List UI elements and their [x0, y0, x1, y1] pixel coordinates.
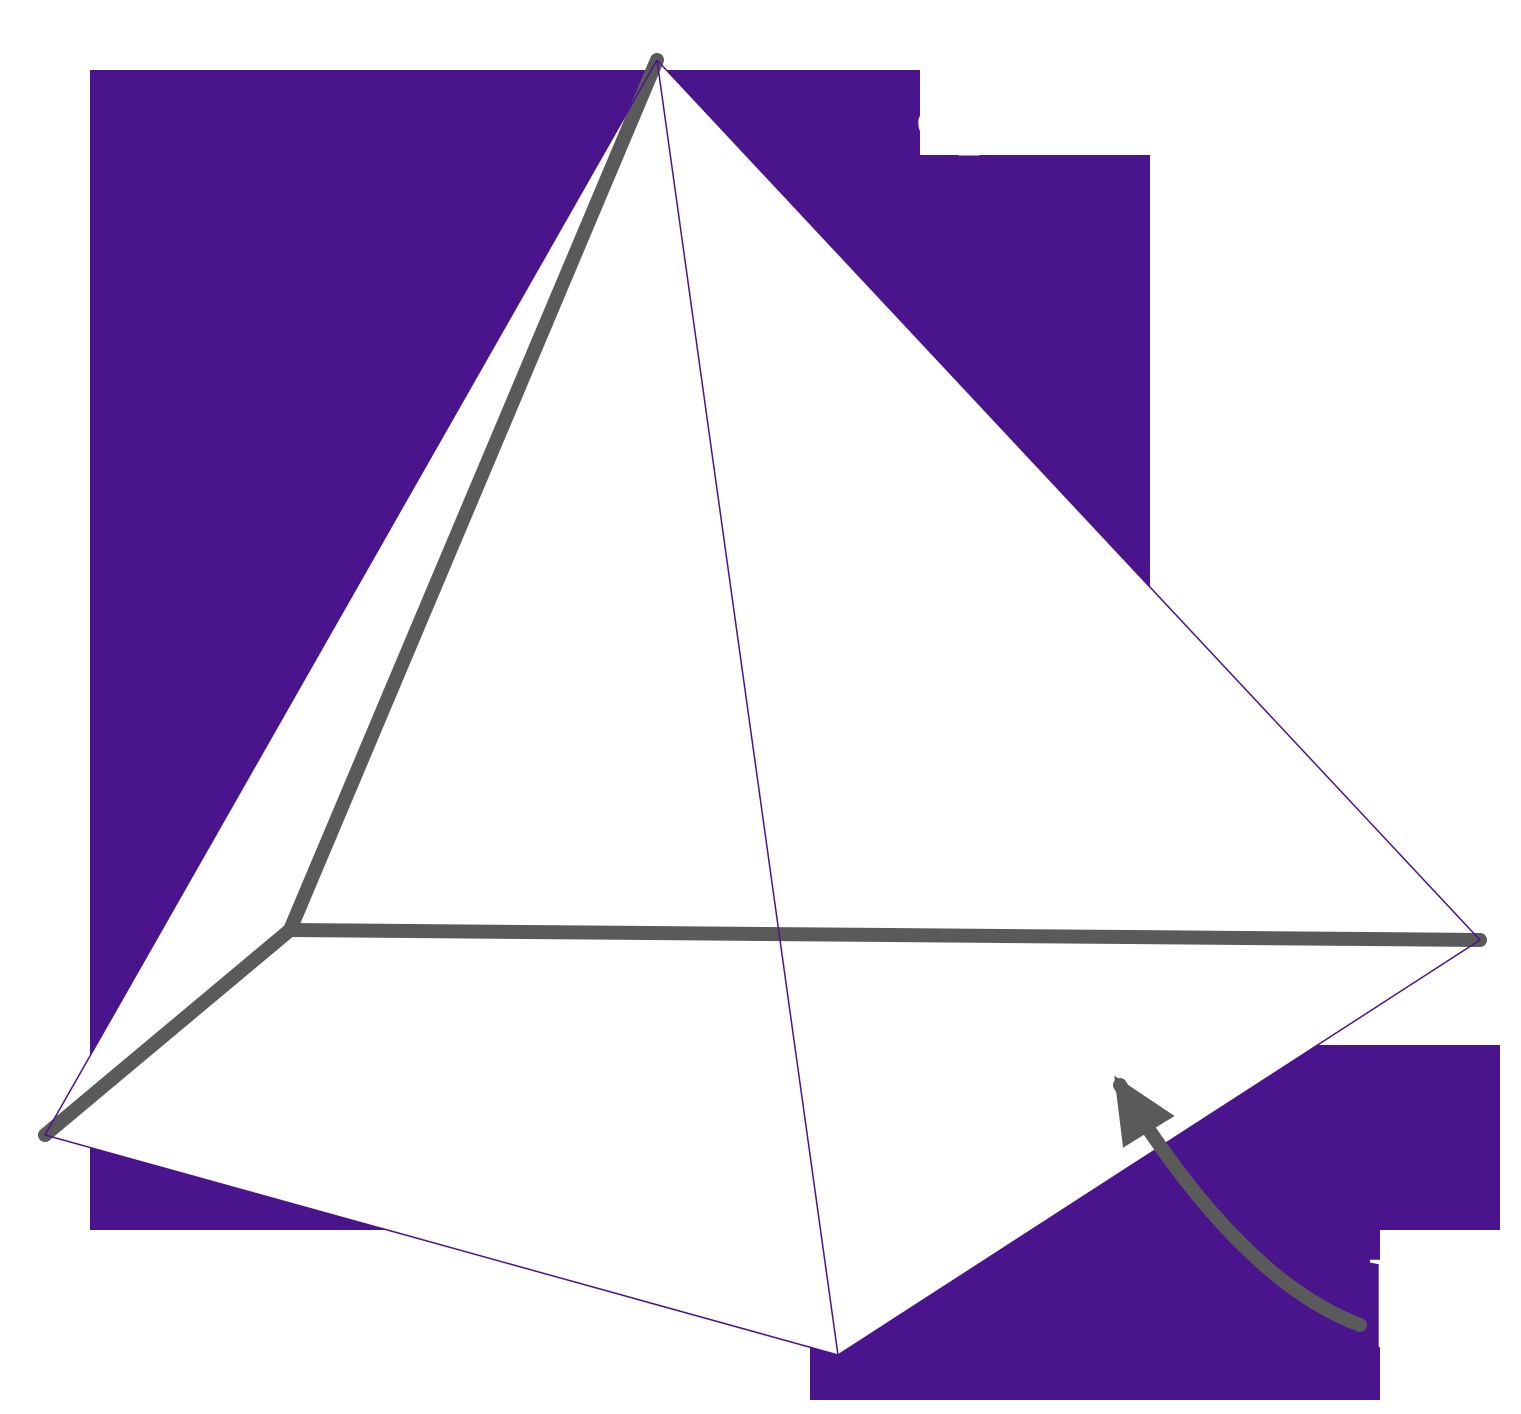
hidden-edge	[290, 930, 1480, 940]
base-label: base	[1370, 1235, 1521, 1379]
pyramid-diagram: apex base	[0, 0, 1521, 1414]
apex-label: apex	[915, 50, 1094, 156]
